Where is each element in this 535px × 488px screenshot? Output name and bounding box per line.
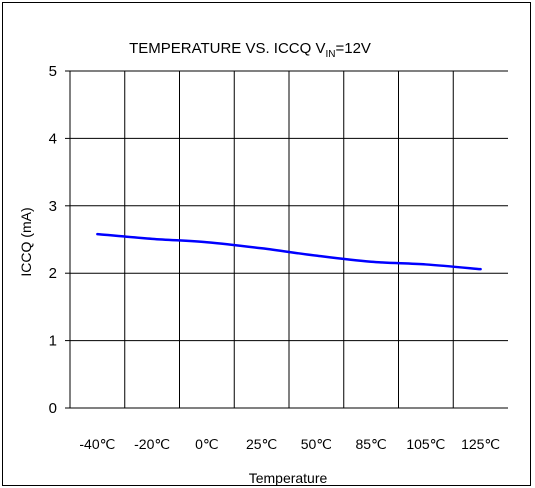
x-tick-label: -40℃ bbox=[79, 436, 115, 452]
y-tick-label: 2 bbox=[49, 265, 57, 282]
chart-title-tail: =12V bbox=[335, 40, 370, 57]
y-tick-label: 5 bbox=[49, 63, 57, 80]
plot-area: 0 1 2 3 4 5 -40℃ -20℃ 0℃ 25℃ 50℃ 85℃ 105℃ 125℃ bbox=[49, 63, 508, 452]
chart-title-main: TEMPERATURE VS. ICCQ V bbox=[129, 40, 325, 57]
y-tick-label: 3 bbox=[49, 198, 57, 215]
chart-title: TEMPERATURE VS. ICCQ VIN=12V bbox=[129, 40, 371, 60]
chart-title-subscript: IN bbox=[325, 49, 335, 60]
x-axis-label: Temperature bbox=[249, 470, 328, 486]
x-tick-label: 125℃ bbox=[461, 436, 500, 452]
series-line bbox=[96, 232, 482, 271]
line-chart: TEMPERATURE VS. ICCQ VIN=12V 0 1 2 3 4 5 -40℃ -… bbox=[18, 40, 508, 486]
y-tick-label: 1 bbox=[49, 333, 57, 350]
x-tick-label: 85℃ bbox=[355, 436, 386, 452]
x-tick-label: 0℃ bbox=[195, 436, 219, 452]
y-tick-label: 4 bbox=[49, 130, 57, 147]
y-axis-label: ICCQ (mA) bbox=[18, 207, 34, 276]
x-tick-label: 25℃ bbox=[246, 436, 277, 452]
y-tick-label: 0 bbox=[49, 400, 57, 417]
x-tick-label: 50℃ bbox=[301, 436, 332, 452]
x-tick-label: 105℃ bbox=[406, 436, 445, 452]
x-tick-label: -20℃ bbox=[134, 436, 170, 452]
